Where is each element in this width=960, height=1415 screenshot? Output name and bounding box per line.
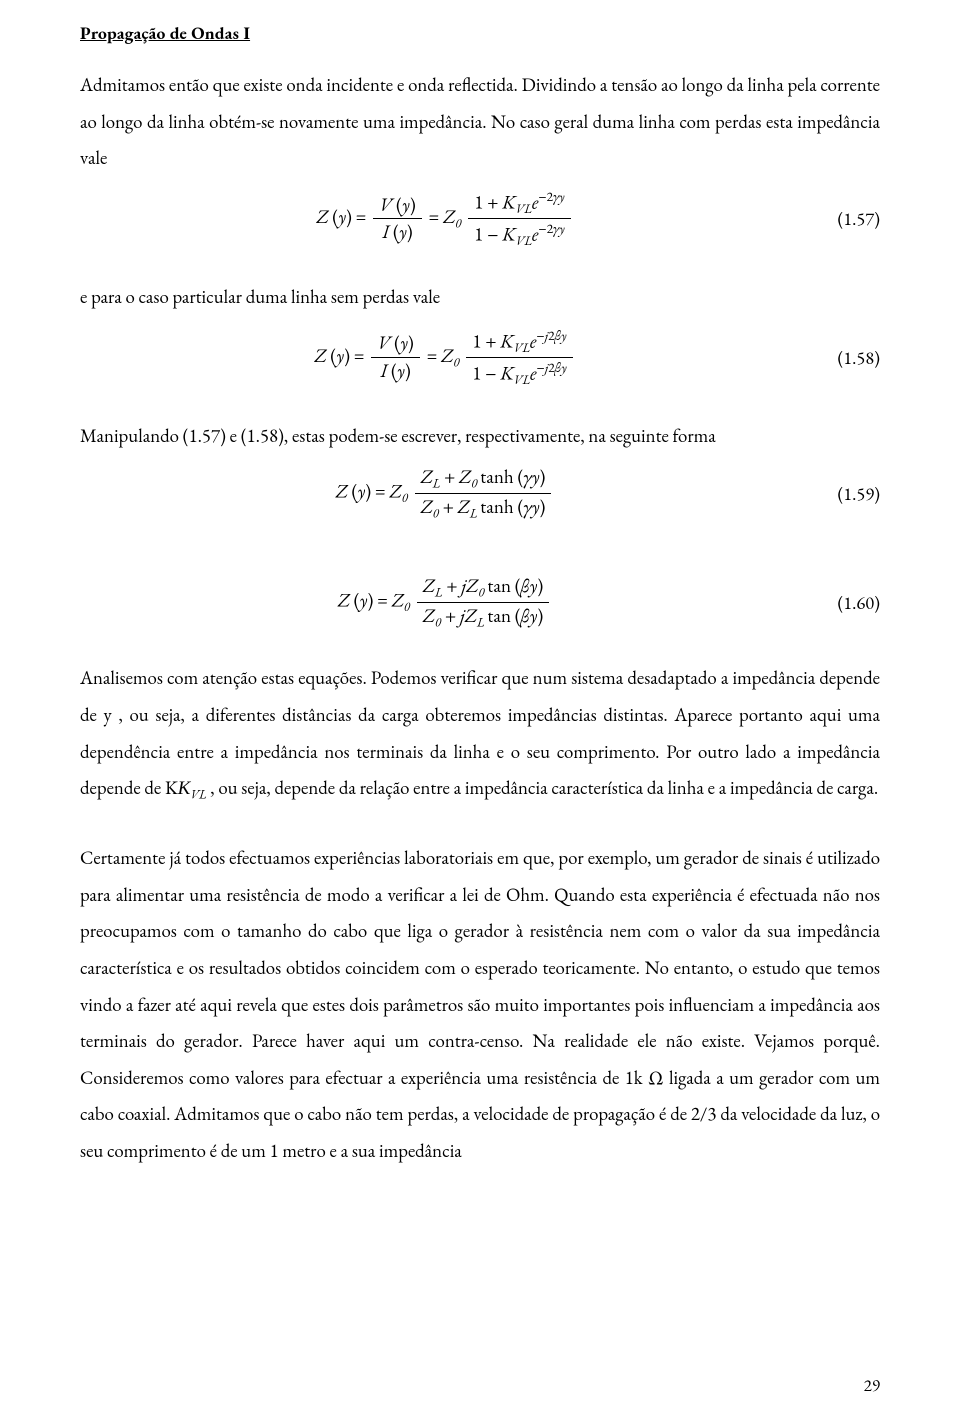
equation-1-57-body: Z (y) = V (y) I (y) = Z0 1 + KVLe−2γy 1 … <box>80 189 810 249</box>
equation-1-57-number: (1.57) <box>810 206 880 231</box>
page-header: Propagação de Ondas I <box>80 22 880 45</box>
equation-1-57: Z (y) = V (y) I (y) = Z0 1 + KVLe−2γy 1 … <box>80 189 880 249</box>
equation-1-60-number: (1.60) <box>810 590 880 615</box>
paragraph-4b-text: , ou seja, depende da relação entre a im… <box>206 775 878 800</box>
page-number: 29 <box>864 1375 880 1397</box>
paragraph-5: Certamente já todos efectuamos experiênc… <box>80 840 880 1170</box>
equation-1-59: Z (y) = Z0 ZL + Z0tanh (γy) Z0 + ZLtanh … <box>80 466 880 521</box>
paragraph-2: e para o caso particular duma linha sem … <box>80 279 880 316</box>
paragraph-1: Admitamos então que existe onda incident… <box>80 67 880 177</box>
kvl-subscript: VL <box>190 786 206 803</box>
equation-1-59-number: (1.59) <box>810 481 880 506</box>
paragraph-3: Manipulando (1.57) e (1.58), estas podem… <box>80 418 880 455</box>
equation-1-60: Z (y) = Z0 ZL + jZ0tan (βy) Z0 + jZLtan … <box>80 575 880 630</box>
equation-1-59-body: Z (y) = Z0 ZL + Z0tanh (γy) Z0 + ZLtanh … <box>80 466 810 521</box>
equation-1-58: Z (y) = V (y) I (y) = Z0 1 + KVLe−j2βy 1… <box>80 328 880 388</box>
equation-1-60-body: Z (y) = Z0 ZL + jZ0tan (βy) Z0 + jZLtan … <box>80 575 810 630</box>
equation-1-58-number: (1.58) <box>810 345 880 370</box>
equation-1-58-body: Z (y) = V (y) I (y) = Z0 1 + KVLe−j2βy 1… <box>80 328 810 388</box>
paragraph-4: Analisemos com atenção estas equações. P… <box>80 660 880 808</box>
